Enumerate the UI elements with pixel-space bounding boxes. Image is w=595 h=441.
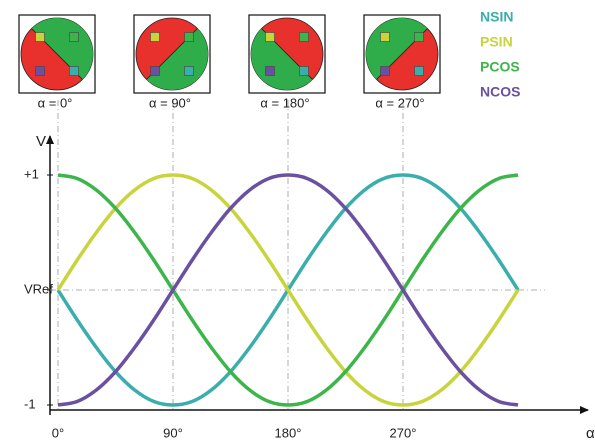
legend-entry: NCOS [480,84,520,100]
magnet-icon [364,15,440,93]
sensor-element [185,67,194,76]
sensor-element [381,67,390,76]
sensor-element [300,33,309,42]
x-tick-label: 270° [390,425,417,440]
y-axis-label: V [36,133,46,150]
sensor-element [70,33,79,42]
sensor-element [36,33,45,42]
sensor-element [151,33,160,42]
sensor-element [266,67,275,76]
sensor-element [381,33,390,42]
legend-entry: NSIN [480,9,513,25]
x-tick-label: 90° [163,425,183,440]
angle-label: α = 0° [38,95,73,110]
sensor-element [151,67,160,76]
x-tick-label: 0° [52,425,64,440]
angle-label: α = 270° [375,95,424,110]
sensor-element [36,67,45,76]
magnet-icon [19,15,95,93]
angle-label: α = 180° [260,95,309,110]
y-tick-label: -1 [24,396,36,411]
chart: V α 0° 90° 180° 270° -1 VRef +1 NSIN PSIN PCOS NCO… [0,0,595,441]
angle-label: α = 90° [149,95,191,110]
x-tick-label: 180° [275,425,302,440]
legend-entry: PCOS [480,59,520,75]
y-tick-label: VRef [24,281,53,296]
sensor-element [415,33,424,42]
x-axis-label: α [586,425,595,441]
sensor-element [415,67,424,76]
page: V α 0° 90° 180° 270° -1 VRef +1 NSIN PSIN PCOS NCO… [0,0,595,441]
legend-entry: PSIN [480,34,513,50]
sensor-element [300,67,309,76]
sensor-element [266,33,275,42]
y-tick-label: +1 [24,166,39,181]
magnet-icon [134,15,210,93]
magnet-icon [249,15,325,93]
sensor-element [70,67,79,76]
sensor-element [185,33,194,42]
